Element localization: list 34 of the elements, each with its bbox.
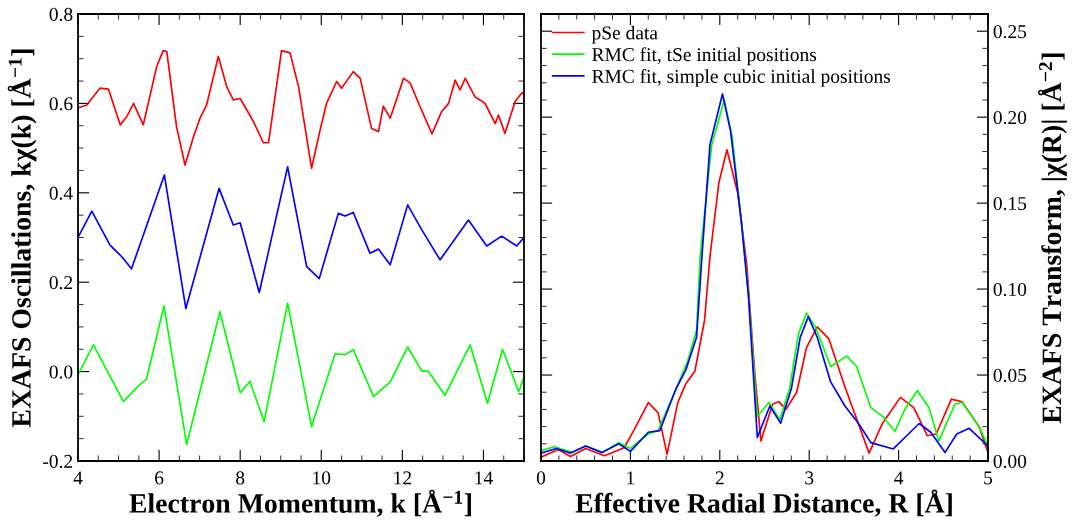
y2-axis-title: EXAFS Transform, |χ(R)| [Å$^{−2}$] — [1038, 53, 1067, 424]
x-tick-label: 3 — [805, 471, 814, 485]
y2-tick-label: 0.15 — [993, 196, 1027, 211]
x-axis-title: Electron Momentum, k [Å$^{−1}$] — [129, 489, 471, 517]
y-tick-label: -0.2 — [43, 454, 73, 469]
y2-tick-label: 0.00 — [993, 454, 1027, 469]
line-series — [78, 49, 524, 170]
legend-label: pSe data — [591, 25, 658, 44]
x-tick-label: 4 — [73, 471, 83, 485]
y-axis-title: EXAFS Oscillations, kχ(k) [Å$^{−1}$] — [7, 49, 37, 428]
x-tick-label: 1 — [627, 471, 635, 485]
y-tick-label: 0.0 — [49, 365, 73, 379]
line-series — [78, 166, 524, 310]
y-tick-label: 0.4 — [49, 186, 73, 200]
x-tick-label: 10 — [313, 471, 331, 485]
y2-tick-label: 0.20 — [993, 110, 1027, 125]
y-tick-label: 0.6 — [49, 97, 73, 111]
legend-label: RMC fit, tSe initial positions — [592, 47, 817, 66]
x-tick-label: 5 — [984, 471, 993, 485]
line-series — [78, 302, 524, 446]
x-axis-title: Effective Radial Distance, R [Å] — [575, 489, 952, 517]
legend-label: RMC fit, simple cubic initial positions — [592, 69, 891, 87]
y-tick-label: 0.2 — [49, 276, 73, 290]
x-tick-label: 8 — [236, 471, 245, 485]
y2-tick-label: 0.05 — [993, 368, 1027, 383]
x-tick-label: 2 — [715, 471, 724, 485]
y2-tick-label: 0.25 — [993, 25, 1027, 39]
y-tick-label: 0.8 — [49, 7, 73, 22]
y2-tick-label: 0.10 — [993, 282, 1027, 297]
x-tick-label: 4 — [894, 471, 904, 485]
x-tick-label: 0 — [536, 471, 546, 485]
x-tick-label: 14 — [475, 471, 493, 485]
x-tick-label: 12 — [394, 471, 412, 485]
x-tick-label: 6 — [155, 471, 164, 485]
